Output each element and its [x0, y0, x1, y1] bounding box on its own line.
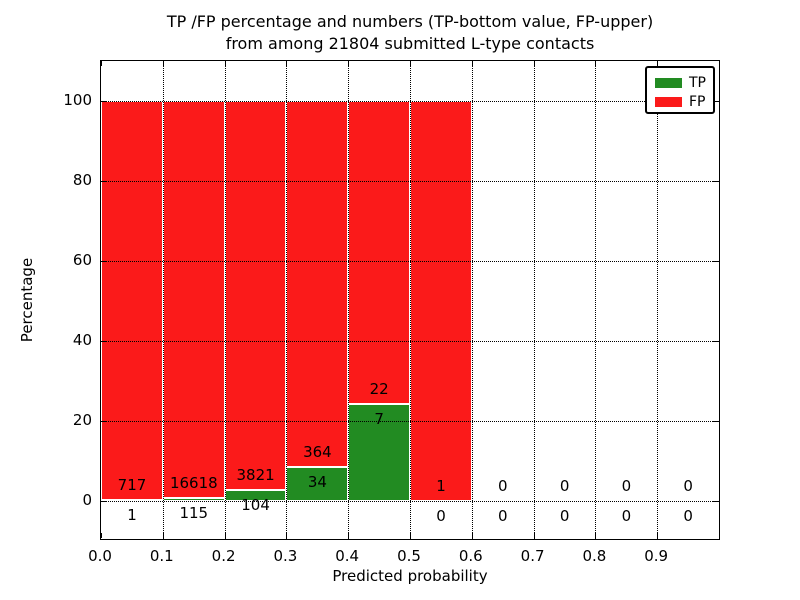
- tick-marks-layer: [101, 61, 719, 539]
- x-tick-mark: [101, 533, 102, 538]
- tp-count-label: 0: [436, 507, 446, 525]
- legend-item-tp: TP: [655, 73, 713, 92]
- plot-area: 717 1 16618 115 3821 104 364 34 22 7 1 0 0 0 0 0 0 0 0 0: [100, 60, 720, 540]
- y-tick-mark: [101, 501, 106, 502]
- x-tick-mark-top: [471, 61, 473, 66]
- fp-count-label: 0: [683, 477, 693, 495]
- legend-item-fp: FP: [655, 92, 713, 111]
- x-tick-mark: [410, 533, 411, 538]
- x-tick-label-0.3: 0.3: [273, 547, 298, 565]
- y-tick-mark: [101, 101, 106, 102]
- fp-count-label: 3821: [236, 466, 275, 485]
- y-tick-label-40: 40: [72, 331, 92, 349]
- y-tick-mark: [101, 421, 106, 422]
- x-tick-label-0.4: 0.4: [335, 547, 360, 565]
- bar-fp-0.3-0.4: [286, 101, 349, 467]
- x-axis-label: Predicted probability: [332, 567, 488, 585]
- chart-title: TP /FP percentage and numbers (TP-bottom…: [100, 11, 720, 55]
- y-tick-label-100: 100: [63, 91, 92, 109]
- tp-count-label: 0: [559, 507, 570, 525]
- gridline-v-0.1: [162, 61, 164, 539]
- fp-count-label: 0: [559, 477, 570, 495]
- grid-layer: [101, 61, 719, 539]
- gridline-v-0.2: [224, 61, 226, 539]
- x-tick-mark-top: [348, 61, 350, 66]
- gridline-v-0.5: [410, 61, 411, 539]
- x-tick-mark-top: [162, 61, 164, 66]
- gridline-v-0.7: [533, 61, 535, 539]
- x-tick-mark: [162, 533, 164, 538]
- gridline-v-0.3: [286, 61, 288, 539]
- x-tick-label-0.0: 0.0: [88, 547, 112, 565]
- y-tick-mark: [101, 341, 106, 342]
- y-tick-label-0: 0: [82, 491, 92, 509]
- y-axis-label: Percentage: [18, 257, 36, 343]
- y-tick-mark-right: [713, 261, 718, 262]
- x-tick-mark: [348, 533, 350, 538]
- y-tick-label-60: 60: [72, 251, 92, 269]
- x-tick-mark-top: [657, 61, 659, 66]
- gridline-v-0.4: [348, 61, 350, 539]
- bar-fp-0.2-0.3: [224, 101, 287, 491]
- x-tick-mark: [286, 533, 288, 538]
- x-tick-label-0.1: 0.1: [149, 547, 174, 565]
- y-tick-mark-right: [713, 501, 718, 502]
- y-tick-mark-right: [713, 181, 718, 182]
- legend-fp-swatch-icon: [655, 96, 682, 107]
- tp-count-label: 1: [127, 506, 137, 525]
- x-tick-label-0.7: 0.7: [520, 547, 545, 565]
- tp-count-label: 115: [179, 504, 209, 523]
- gridline-v-0.9: [657, 61, 659, 539]
- tp-count-label: 0: [498, 507, 508, 525]
- x-tick-mark: [224, 533, 226, 538]
- x-tick-mark-top: [595, 61, 597, 66]
- fp-count-label: 22: [369, 380, 389, 399]
- y-tick-label-20: 20: [72, 411, 92, 429]
- legend-tp-swatch-icon: [655, 77, 682, 88]
- x-tick-mark-top: [224, 61, 226, 66]
- bar-fp-0.0-0.1: [101, 101, 163, 501]
- bar-annotations-layer: 717 1 16618 115 3821 104 364 34 22 7 1 0 0 0 0 0 0 0 0 0: [101, 61, 719, 539]
- fp-count-label: 1: [436, 477, 446, 495]
- fp-count-label: 16618: [169, 474, 218, 493]
- y-tick-mark-right: [713, 421, 718, 422]
- gridline-v-0.6: [471, 61, 473, 539]
- fp-count-label: 0: [498, 477, 508, 495]
- x-tick-mark: [533, 533, 535, 538]
- x-tick-mark-top: [101, 61, 102, 66]
- y-tick-mark: [101, 181, 106, 182]
- x-tick-mark-top: [533, 61, 535, 66]
- bar-fp-0.1-0.2: [162, 101, 225, 499]
- y-tick-label-80: 80: [72, 171, 92, 189]
- tp-count-label: 34: [307, 472, 327, 491]
- x-tick-label-0.6: 0.6: [458, 547, 483, 565]
- chart-title-line1: TP /FP percentage and numbers (TP-bottom…: [166, 12, 654, 31]
- chart-title-line2: from among 21804 submitted L-type contac…: [225, 34, 595, 53]
- fp-count-label: 0: [621, 477, 632, 495]
- x-tick-mark-top: [410, 61, 411, 66]
- x-tick-label-0.2: 0.2: [211, 547, 236, 565]
- x-tick-mark: [657, 533, 659, 538]
- x-tick-label-0.9: 0.9: [644, 547, 669, 565]
- bar-fp-0.4-0.5: [348, 101, 410, 405]
- y-tick-mark-right: [713, 101, 718, 102]
- tp-count-label: 0: [621, 507, 632, 525]
- tp-count-label: 0: [683, 507, 693, 525]
- tp-count-label: 7: [374, 410, 384, 429]
- y-tick-mark-right: [713, 341, 718, 342]
- x-tick-label-0.5: 0.5: [397, 547, 421, 565]
- x-tick-mark: [595, 533, 597, 538]
- legend-tp-label: TP: [689, 74, 706, 91]
- x-tick-mark-top: [286, 61, 288, 66]
- y-tick-mark: [101, 261, 106, 262]
- legend: TP FP: [645, 66, 715, 114]
- fp-count-label: 364: [303, 442, 332, 461]
- legend-fp-label: FP: [689, 93, 706, 110]
- x-tick-mark: [471, 533, 473, 538]
- x-tick-label-0.8: 0.8: [582, 547, 607, 565]
- gridline-v-0.8: [595, 61, 597, 539]
- tp-count-label: 104: [241, 496, 270, 515]
- fp-count-label: 717: [117, 476, 147, 495]
